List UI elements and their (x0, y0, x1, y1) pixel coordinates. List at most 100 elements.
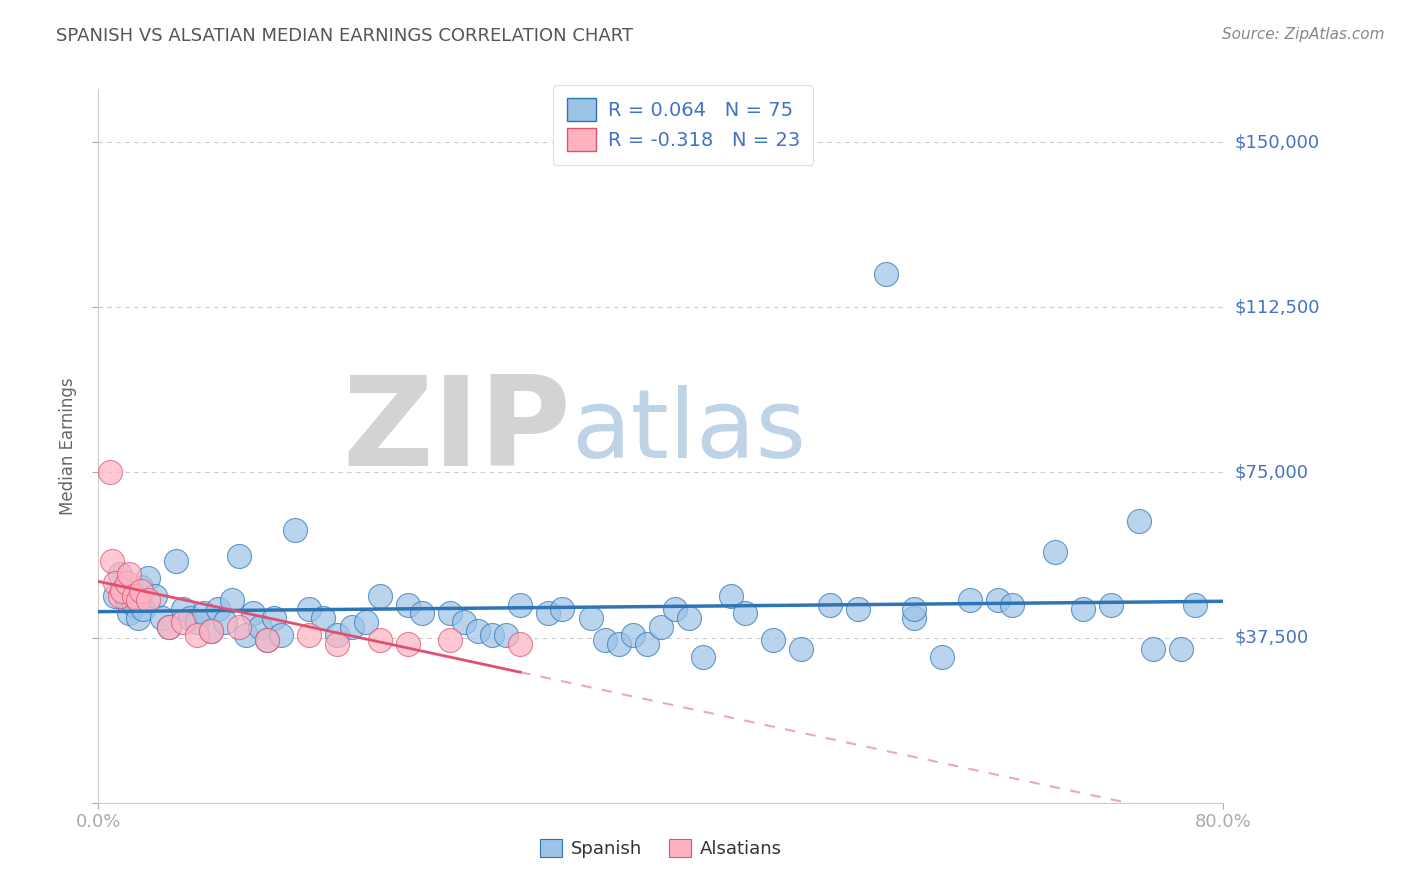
Text: Source: ZipAtlas.com: Source: ZipAtlas.com (1222, 27, 1385, 42)
Point (214, 615, 236, 630)
Point (118, 607, 141, 621)
Point (186, 628, 208, 642)
Point (734, 607, 756, 621)
Point (157, 619, 180, 633)
Text: $75,000: $75,000 (1234, 464, 1309, 482)
Point (692, 650, 714, 665)
Point (207, 602, 229, 616)
Legend: Spanish, Alsatians: Spanish, Alsatians (533, 831, 789, 865)
Point (200, 624, 222, 638)
Point (537, 607, 560, 621)
Point (108, 566, 131, 581)
Point (98, 466, 121, 480)
Text: ZIP: ZIP (342, 371, 571, 492)
Point (129, 584, 152, 599)
Point (340, 619, 363, 633)
Point (326, 628, 349, 642)
Point (143, 589, 166, 603)
Point (931, 650, 953, 665)
Point (108, 589, 131, 603)
Point (396, 637, 419, 651)
Point (903, 602, 925, 616)
Point (1001, 598, 1024, 612)
Point (249, 619, 271, 633)
Point (172, 602, 194, 616)
Point (104, 589, 127, 603)
Point (165, 553, 187, 567)
Point (132, 602, 155, 616)
Point (368, 632, 391, 647)
Point (256, 632, 278, 647)
Point (1142, 641, 1164, 656)
Point (326, 637, 349, 651)
Y-axis label: Median Earnings: Median Earnings (59, 377, 77, 515)
Point (762, 632, 785, 647)
Point (579, 611, 602, 625)
Point (411, 607, 433, 621)
Point (818, 598, 841, 612)
Point (720, 589, 742, 603)
Point (242, 607, 264, 621)
Point (200, 624, 222, 638)
Point (846, 602, 869, 616)
Point (228, 549, 250, 563)
Point (1170, 641, 1192, 656)
Point (593, 632, 616, 647)
Point (228, 619, 250, 633)
Point (186, 615, 208, 630)
Point (312, 611, 335, 625)
Point (790, 641, 813, 656)
Point (193, 607, 215, 621)
Point (127, 593, 149, 607)
Point (112, 584, 135, 599)
Point (256, 632, 278, 647)
Text: atlas: atlas (571, 385, 806, 478)
Point (235, 628, 257, 642)
Point (298, 628, 321, 642)
Point (127, 611, 149, 625)
Point (111, 584, 134, 599)
Point (636, 637, 658, 651)
Point (959, 593, 981, 607)
Point (439, 607, 461, 621)
Point (354, 615, 377, 630)
Point (129, 580, 152, 594)
Point (439, 632, 461, 647)
Point (136, 571, 159, 585)
Point (1128, 514, 1150, 528)
Point (115, 593, 138, 607)
Point (509, 637, 531, 651)
Point (270, 628, 292, 642)
Point (607, 637, 630, 651)
Point (467, 624, 489, 638)
Point (136, 593, 159, 607)
Point (150, 611, 173, 625)
Point (495, 628, 517, 642)
Point (1099, 598, 1122, 612)
Point (221, 593, 243, 607)
Point (875, 267, 897, 281)
Point (263, 611, 285, 625)
Point (1184, 598, 1206, 612)
Point (396, 598, 419, 612)
Point (1043, 545, 1066, 559)
Point (509, 598, 531, 612)
Text: $112,500: $112,500 (1234, 298, 1320, 317)
Point (551, 602, 574, 616)
Point (101, 553, 124, 567)
Point (1071, 602, 1094, 616)
Text: $150,000: $150,000 (1234, 133, 1319, 151)
Point (453, 615, 475, 630)
Point (650, 619, 672, 633)
Text: $37,500: $37,500 (1234, 629, 1309, 647)
Text: SPANISH VS ALSATIAN MEDIAN EARNINGS CORRELATION CHART: SPANISH VS ALSATIAN MEDIAN EARNINGS CORR… (56, 27, 633, 45)
Point (157, 619, 180, 633)
Point (298, 602, 321, 616)
Point (118, 566, 141, 581)
Point (122, 589, 145, 603)
Point (368, 589, 391, 603)
Point (678, 611, 700, 625)
Point (115, 575, 138, 590)
Point (284, 523, 307, 537)
Point (104, 575, 127, 590)
